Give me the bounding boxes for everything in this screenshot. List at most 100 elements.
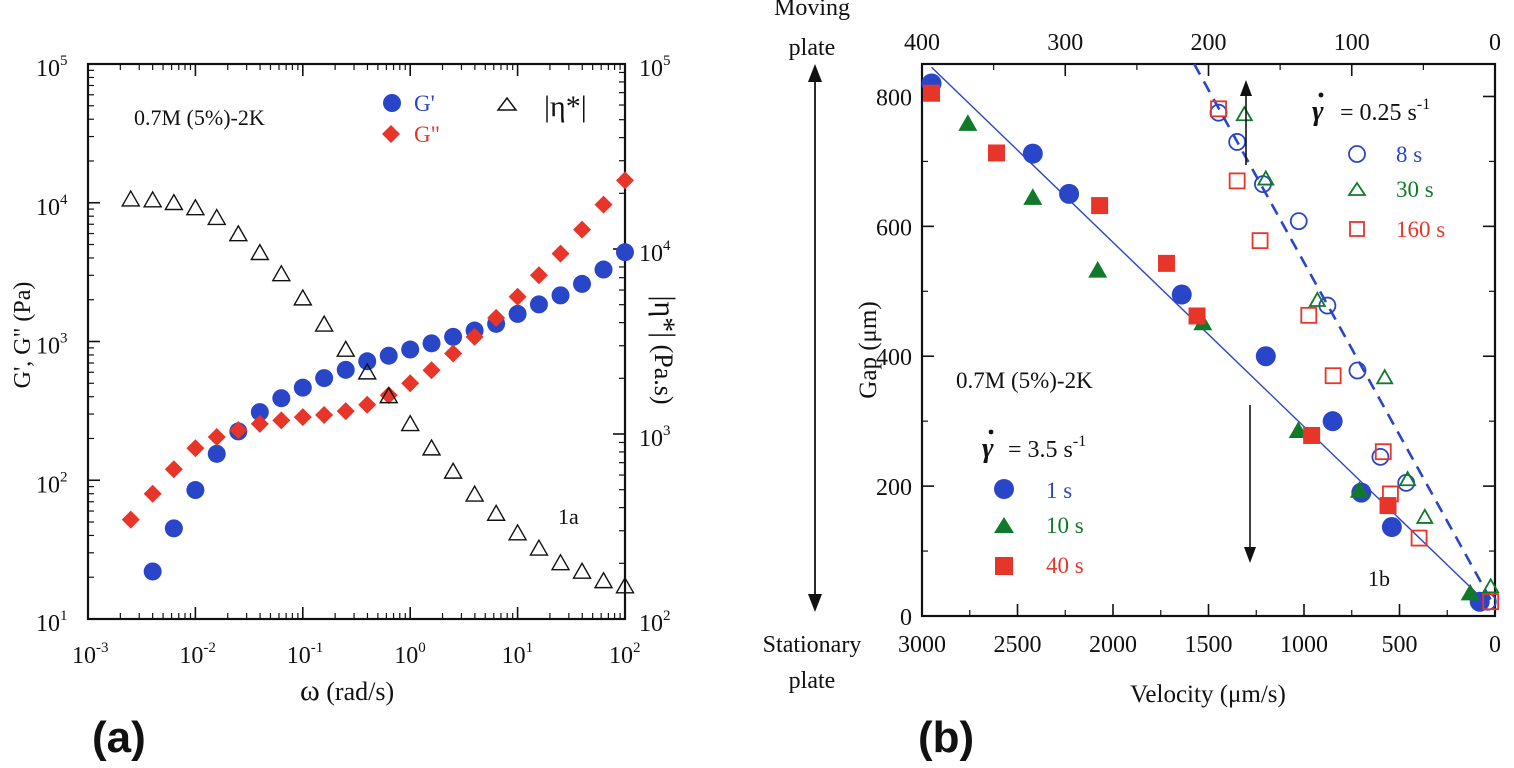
top-tick-label-b: 0 bbox=[1489, 30, 1501, 56]
data-point-G bbox=[250, 403, 269, 422]
legend-label-1s: 1 s bbox=[1046, 478, 1072, 503]
y2-tick-label-a: 105 bbox=[639, 53, 671, 82]
legend-label-40s: 40 s bbox=[1046, 553, 1084, 578]
axis-ticks-a bbox=[87, 63, 626, 620]
data-point-G bbox=[186, 481, 205, 500]
data-point-30s bbox=[1256, 169, 1275, 186]
legend-marker-30s bbox=[1347, 181, 1367, 196]
data-point-G bbox=[444, 344, 463, 363]
data-point- bbox=[357, 362, 377, 380]
data-point-1s bbox=[1022, 143, 1043, 164]
data-point- bbox=[529, 538, 549, 556]
top-tick-label-b: 200 bbox=[1191, 30, 1227, 56]
data-point-10s bbox=[1349, 481, 1369, 498]
data-point-G bbox=[250, 414, 269, 433]
data-point-10s bbox=[1023, 188, 1043, 205]
data-point-G bbox=[336, 402, 355, 421]
data-point-10s bbox=[1288, 421, 1308, 439]
legend-marker-40s bbox=[995, 557, 1013, 575]
up-arrow bbox=[1240, 80, 1252, 165]
data-point-160s bbox=[1228, 172, 1246, 190]
data-point-160s bbox=[1482, 593, 1500, 611]
data-point- bbox=[185, 198, 206, 216]
data-point-G bbox=[508, 304, 527, 323]
annotation-b: 0.7M (5%)-2K bbox=[956, 368, 1093, 393]
data-point-30s bbox=[1375, 368, 1394, 385]
top-tick-label-b: 400 bbox=[904, 30, 940, 56]
stationary-plate-label-1: Stationary bbox=[763, 632, 862, 658]
data-point-G bbox=[164, 460, 183, 479]
data-point-8s bbox=[1348, 361, 1367, 380]
data-point-10s bbox=[958, 114, 978, 131]
y2-tick-label-a: 103 bbox=[639, 423, 671, 452]
data-point- bbox=[443, 461, 463, 479]
data-point-30s bbox=[1415, 507, 1434, 524]
y-tick-label-a: 101 bbox=[36, 608, 68, 637]
data-point-G bbox=[164, 519, 183, 538]
x-axis-label-b: Velocity (μm/s) bbox=[1130, 681, 1286, 708]
legend-marker-eta bbox=[496, 96, 518, 111]
rate-label-fast: γ = 3.5 s-1 bbox=[982, 429, 1086, 464]
data-point- bbox=[507, 523, 528, 541]
svg-text:γ: γ bbox=[982, 433, 994, 464]
y-tick-label-a: 102 bbox=[36, 469, 68, 498]
data-point-G bbox=[121, 510, 140, 529]
down-arrow bbox=[1244, 405, 1256, 563]
y2-tick-label-a: 104 bbox=[639, 238, 671, 267]
x-tick-label-b: 2500 bbox=[994, 632, 1042, 658]
legend-marker-gprime bbox=[383, 94, 401, 112]
x-axis-label-a: ω (rad/s) bbox=[300, 674, 394, 707]
data-point-G bbox=[444, 327, 463, 346]
data-point-40s bbox=[987, 144, 1005, 162]
annotation-a: 0.7M (5%)-2K bbox=[134, 105, 265, 130]
data-point-8s bbox=[1371, 447, 1390, 466]
data-point-G bbox=[616, 171, 634, 190]
tick-labels-a: 10-3 10-2 10-1 100 101 102 101 102 103 104 105 102 1… bbox=[36, 53, 671, 669]
y-tick-label-a: 104 bbox=[36, 192, 68, 221]
data-point-G bbox=[573, 220, 592, 239]
data-point-40s bbox=[1188, 307, 1206, 325]
legend-marker-10s bbox=[994, 517, 1014, 533]
corner-label-b: 1b bbox=[1368, 566, 1390, 591]
x-tick-label-b: 2000 bbox=[1089, 632, 1137, 658]
data-point-G bbox=[336, 360, 355, 379]
data-point-1s bbox=[1322, 411, 1343, 432]
data-point-G bbox=[529, 266, 548, 285]
x-tick-label-b: 0 bbox=[1489, 632, 1501, 658]
y-tick-label-a: 103 bbox=[36, 331, 68, 360]
data-point-G bbox=[229, 421, 248, 440]
data-point-1s bbox=[1381, 517, 1402, 538]
legend-marker-8s bbox=[1348, 145, 1366, 163]
top-tick-label-b: 300 bbox=[1047, 30, 1083, 56]
data-point-160s bbox=[1324, 367, 1342, 385]
data-point-G bbox=[573, 274, 592, 293]
data-point-30s bbox=[1481, 577, 1500, 594]
data-point- bbox=[421, 438, 442, 456]
plot-frame-a bbox=[86, 62, 627, 621]
axis-ticks-b bbox=[921, 64, 1496, 617]
data-point- bbox=[271, 264, 292, 282]
data-point-160s bbox=[1410, 529, 1428, 547]
data-point-G bbox=[358, 395, 377, 414]
data-point-G bbox=[186, 439, 205, 458]
data-point-10s bbox=[1088, 261, 1108, 278]
corner-label-a: 1a bbox=[558, 504, 579, 529]
data-point-40s bbox=[923, 84, 941, 102]
panel-a: 10-3 10-2 10-1 100 101 102 101 102 103 104 105 102 1… bbox=[10, 53, 681, 762]
data-point-30s bbox=[1398, 470, 1417, 487]
y-tick-label-b: 200 bbox=[876, 475, 912, 501]
legend-label-10s: 10 s bbox=[1046, 513, 1084, 538]
data-point- bbox=[593, 571, 614, 589]
stationary-plate-label-2: plate bbox=[789, 668, 836, 694]
data-point-G bbox=[616, 243, 634, 262]
legend-marker-gdoubleprime bbox=[382, 125, 400, 143]
data-point-G bbox=[594, 260, 613, 279]
legend-marker-160s bbox=[1349, 221, 1365, 237]
data-marks-a bbox=[121, 171, 635, 594]
data-point-G bbox=[401, 340, 420, 359]
data-point-10s bbox=[1460, 583, 1480, 601]
data-point- bbox=[615, 576, 635, 594]
